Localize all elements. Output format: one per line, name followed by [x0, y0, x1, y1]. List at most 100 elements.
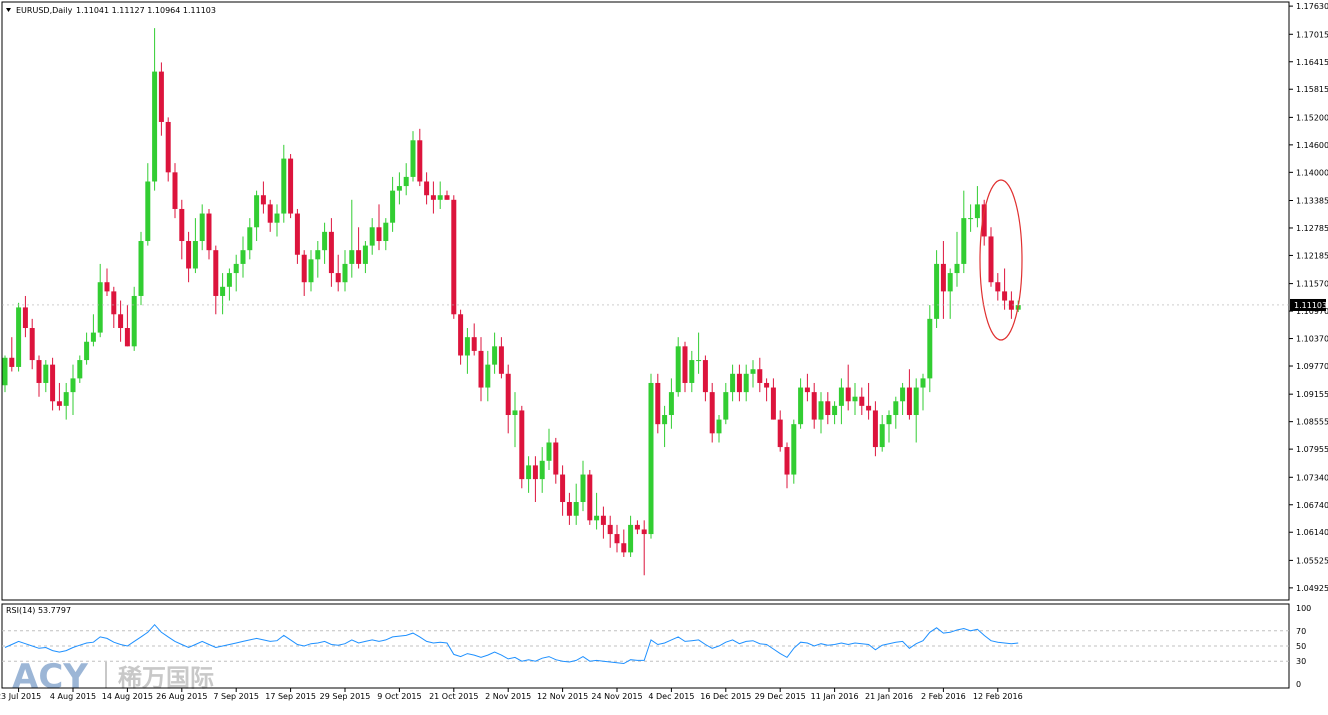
candle-body: [90, 332, 96, 342]
candle-body: [206, 213, 212, 251]
candle-body: [50, 364, 56, 402]
candle-body: [179, 208, 185, 242]
current-price-label: 1.11103: [1294, 301, 1327, 310]
candle-body: [70, 378, 76, 393]
watermark-brand: ACY: [12, 657, 88, 697]
watermark-cn-text: 稀万国际: [118, 664, 214, 692]
price-tick-label: 1.17630: [1296, 2, 1328, 11]
candle-body: [1008, 300, 1014, 310]
date-tick-label: 23 Jul 2015: [0, 692, 41, 701]
chart-ohlc-values: 1.11041 1.11127 1.10964 1.11103: [76, 6, 216, 15]
candle-body: [573, 502, 579, 516]
candle-body: [315, 250, 321, 260]
date-tick-label: 2 Feb 2016: [921, 692, 966, 701]
candle-body: [22, 307, 28, 329]
candle-body: [689, 360, 695, 383]
main-panel-frame: [1, 1, 1290, 601]
candle-body: [553, 442, 559, 475]
price-tick-label: 1.10970: [1296, 307, 1328, 316]
candle-body: [906, 387, 912, 416]
candle-body: [56, 401, 62, 406]
rsi-panel: 100 70 50 30 0: [1, 603, 1311, 689]
rsi-tick-label: 0: [1296, 680, 1301, 689]
candle-body: [668, 392, 674, 416]
candle-body: [859, 396, 865, 406]
candle-body: [342, 263, 348, 283]
candle-body: [131, 295, 137, 347]
candle-body: [566, 502, 572, 516]
candle-body: [29, 328, 35, 361]
candle-body: [417, 140, 423, 182]
candle-body: [662, 415, 668, 425]
candle-body: [328, 231, 334, 274]
candle-body: [376, 227, 382, 242]
candle-body: [798, 387, 804, 425]
candle-body: [852, 396, 858, 402]
price-tick-label: 1.06140: [1296, 528, 1328, 537]
price-tick-label: 1.16415: [1296, 58, 1328, 67]
candle-body: [2, 357, 8, 386]
candle-body: [743, 373, 749, 393]
candle-body: [356, 250, 362, 264]
candle-body: [396, 186, 402, 191]
candle-body: [682, 346, 688, 383]
date-tick-label: 29 Dec 2015: [755, 692, 806, 701]
candle-body: [920, 378, 926, 388]
candle-body: [247, 227, 253, 251]
candle-body: [764, 382, 770, 388]
candle-body: [152, 71, 158, 182]
candle-body: [451, 199, 457, 315]
price-tick-label: 1.07340: [1296, 473, 1328, 482]
candle-body: [940, 263, 946, 292]
date-tick-label: 4 Aug 2015: [50, 692, 96, 701]
candle-body: [927, 318, 933, 379]
price-tick-label: 1.09155: [1296, 390, 1328, 399]
price-tick-label: 1.17015: [1296, 30, 1328, 39]
candle-body: [199, 213, 205, 242]
candle-body: [961, 218, 967, 264]
candle-body: [757, 369, 763, 383]
price-tick-label: 1.09770: [1296, 362, 1328, 371]
candle-body: [934, 263, 940, 319]
candle-body: [512, 410, 518, 416]
candle-body: [118, 314, 124, 329]
candle-body: [811, 392, 817, 420]
candle-body: [97, 282, 103, 333]
candle-body: [872, 410, 878, 448]
candle-body: [702, 360, 708, 393]
candle-body: [77, 360, 83, 379]
date-tick-label: 26 Aug 2015: [156, 692, 207, 701]
candle-body: [505, 373, 511, 416]
candle-body: [696, 360, 702, 362]
candle-body: [947, 273, 953, 292]
candle-body: [791, 424, 797, 475]
candle-body: [478, 350, 484, 388]
axes-layer: 1.17630 1.17015 1.16415 1.15815 1.15200 1.146…: [0, 2, 1328, 701]
rsi-title: RSI(14) 53.7797: [6, 606, 71, 615]
chart-menu-triangle-icon[interactable]: [6, 8, 11, 12]
candle-body: [63, 392, 69, 406]
candle-body: [628, 524, 634, 553]
candle-body: [607, 524, 613, 535]
candle-body: [294, 213, 300, 255]
candle-body: [988, 236, 994, 283]
candle-body: [498, 346, 504, 374]
price-tick-label: 1.10370: [1296, 335, 1328, 344]
price-tick-label: 1.05525: [1296, 556, 1328, 565]
rsi-tick-label: 50: [1296, 642, 1306, 651]
price-tick-label: 1.11570: [1296, 280, 1328, 289]
date-tick-label: 7 Sep 2015: [213, 692, 259, 701]
candle-body: [104, 282, 110, 292]
candle-body: [458, 314, 464, 356]
price-tick-label: 1.06740: [1296, 501, 1328, 510]
candle-body: [968, 218, 974, 220]
candle-body: [424, 181, 430, 196]
candle-body: [886, 415, 892, 425]
candle-body: [281, 158, 287, 214]
candle-body: [124, 328, 130, 347]
candle-body: [770, 387, 776, 420]
candle-body: [84, 341, 90, 361]
candle-body: [845, 387, 851, 402]
candle-body: [587, 474, 593, 521]
candle-body: [580, 474, 586, 503]
